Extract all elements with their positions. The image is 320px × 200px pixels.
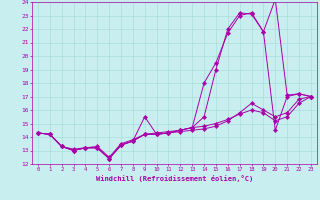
X-axis label: Windchill (Refroidissement éolien,°C): Windchill (Refroidissement éolien,°C) — [96, 175, 253, 182]
